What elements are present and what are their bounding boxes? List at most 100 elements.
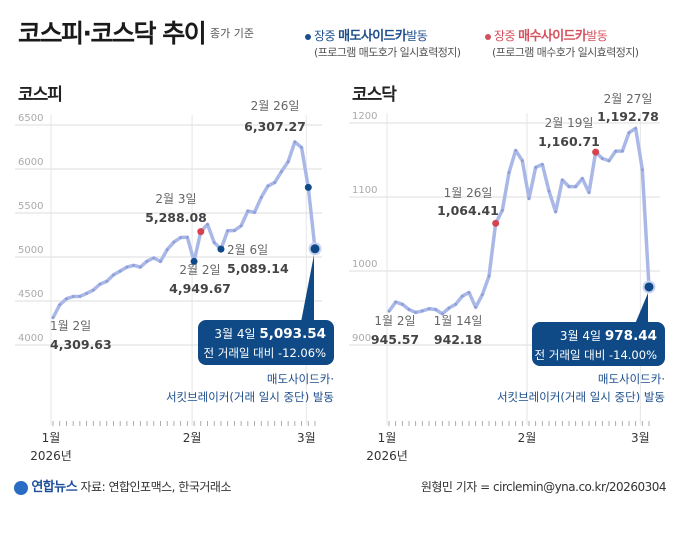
- legend-strong: 매수사이드카: [518, 29, 587, 44]
- data-point: [253, 210, 256, 214]
- sell-sidecar-marker: [217, 245, 225, 253]
- y-tick-label: 900: [352, 333, 371, 344]
- data-point: [620, 149, 624, 153]
- y-tick-label: 4500: [18, 289, 43, 300]
- callout-note: 매도사이드카·: [598, 372, 665, 386]
- y-tick-label: 6000: [18, 157, 43, 168]
- callout-note: 서킷브레이커(거래 일시 중단) 발동: [497, 390, 665, 404]
- callout-date-text: 3월 4일: [560, 329, 605, 343]
- data-point: [500, 208, 504, 212]
- data-point: [514, 148, 518, 152]
- data-point: [239, 224, 243, 228]
- data-point: [58, 303, 62, 307]
- buy-marker-icon: [485, 33, 491, 40]
- data-point: [427, 307, 431, 311]
- data-point: [293, 140, 297, 144]
- annotation-date: 2월 2일: [179, 263, 220, 277]
- data-point: [587, 191, 591, 194]
- data-point: [118, 269, 122, 273]
- data-point: [159, 260, 162, 263]
- callout-box: [198, 320, 334, 365]
- data-point: [560, 178, 564, 182]
- data-point: [212, 241, 216, 245]
- x-year-label: 2026년: [366, 449, 408, 463]
- annotation-date: 1월 2일: [50, 319, 91, 333]
- data-point: [145, 259, 149, 263]
- annotation-date: 2월 26일: [251, 99, 300, 113]
- annotation-value: 1,192.78: [597, 109, 659, 124]
- data-point: [85, 292, 88, 295]
- credit-text: 원형민 기자 = circlemin@yna.co.kr/20260304: [420, 480, 667, 494]
- data-point: [440, 312, 444, 316]
- annotation-value: 4,949.67: [169, 281, 231, 296]
- data-point: [232, 229, 236, 232]
- sell-marker-icon: [305, 33, 311, 40]
- data-point: [246, 209, 250, 213]
- x-tick-label: 2월: [518, 431, 537, 445]
- data-point: [414, 311, 418, 314]
- data-point: [206, 222, 209, 226]
- data-point: [634, 126, 638, 130]
- data-point: [420, 309, 424, 313]
- callout-change: 전 거래일 대비 -14.00%: [535, 348, 658, 362]
- y-tick-label: 1200: [352, 111, 377, 122]
- annotation-value: 4,309.63: [50, 337, 112, 352]
- callout-date: 3월 4일 978.44: [560, 328, 657, 344]
- annotation-value: 1,160.71: [538, 134, 600, 149]
- footer-source-block: 연합뉴스 자료: 연합인포맥스, 한국거래소: [14, 476, 232, 495]
- sell-sidecar-marker: [304, 183, 312, 191]
- yonhap-logo: 연합뉴스: [31, 480, 78, 495]
- data-point: [185, 235, 189, 239]
- annotation-value: 5,288.08: [145, 210, 207, 225]
- legend-suffix: 발동: [406, 29, 428, 43]
- data-point: [387, 309, 391, 313]
- annotation-date: 2월 3일: [155, 192, 196, 206]
- data-point: [172, 240, 176, 244]
- legend-buy-sidecar: 장중 매수사이드카발동: [485, 25, 608, 44]
- legend-sell-sidecar: 장중 매도사이드카발동: [305, 25, 428, 44]
- y-tick-label: 1000: [352, 259, 377, 270]
- data-point: [554, 210, 558, 214]
- kosdaq-title: 코스닥: [352, 85, 397, 105]
- data-point: [580, 177, 584, 180]
- callout-change: 전 거래일 대비 -12.06%: [204, 346, 327, 360]
- callout-date: 3월 4일 5,093.54: [214, 326, 326, 342]
- data-point: [152, 256, 156, 260]
- legend-buy-note: (프로그램 매수호가 일시효력정지): [492, 46, 639, 59]
- basis-note: 종가 기준: [210, 27, 254, 40]
- annotation-value: 1,064.41: [437, 203, 499, 218]
- data-point: [467, 291, 471, 294]
- data-point: [520, 159, 524, 163]
- sell-sidecar-marker: [190, 257, 198, 265]
- callout-pointer: [635, 292, 648, 324]
- y-tick-label: 6500: [18, 113, 43, 124]
- source-text: 자료: 연합인포맥스, 한국거래소: [80, 480, 232, 494]
- data-point: [607, 159, 611, 163]
- annotation-date: 2월 19일: [545, 116, 594, 130]
- data-point: [540, 163, 544, 166]
- annotation-value: 942.18: [434, 332, 482, 347]
- callout-note: 서킷브레이커(거래 일시 중단) 발동: [166, 390, 334, 404]
- data-point: [534, 166, 538, 169]
- x-tick-label: 1월: [378, 431, 397, 445]
- callout-pointer: [301, 254, 314, 322]
- data-point: [547, 189, 551, 193]
- x-tick-label: 3월: [631, 431, 650, 445]
- annotation-date: 1월 26일: [444, 186, 493, 200]
- data-point: [454, 302, 458, 306]
- x-year-label: 2026년: [30, 449, 72, 463]
- data-point: [400, 302, 404, 306]
- annotation-value: 5,089.14: [227, 261, 289, 276]
- data-point: [259, 196, 263, 199]
- data-point: [226, 229, 230, 233]
- legend-strong: 매도사이드카: [338, 29, 407, 44]
- callout-value: 5,093.54: [259, 326, 326, 342]
- data-point: [273, 181, 277, 184]
- callout-value: 978.44: [605, 328, 657, 344]
- data-point: [614, 149, 618, 153]
- data-point: [460, 294, 464, 298]
- data-point: [71, 295, 75, 298]
- annotation-date: 2월 6일: [227, 243, 268, 257]
- annotation-value: 945.57: [371, 332, 419, 347]
